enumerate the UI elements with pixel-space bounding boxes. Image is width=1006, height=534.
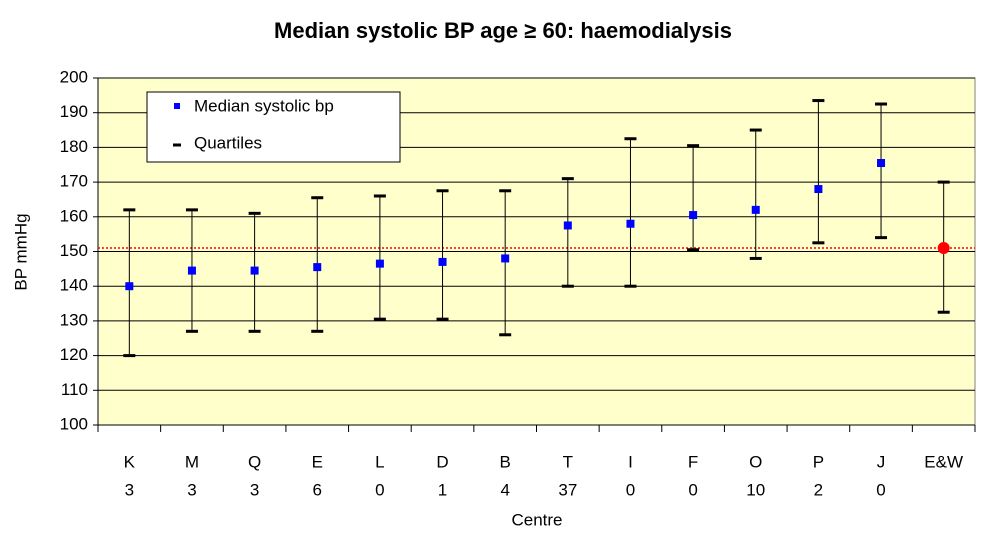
median-point [626,219,635,228]
median-point [313,263,322,272]
x-tick-label: T [563,452,573,471]
x-tick-label: P [813,452,824,471]
x-tick-label: I [628,452,633,471]
x-tick-sublabel: 1 [438,480,447,499]
y-tick-label: 100 [60,414,88,433]
x-tick-label: E&W [924,452,963,471]
x-tick-sublabel: 6 [313,480,322,499]
x-tick-sublabel: 0 [688,480,697,499]
median-point [689,211,698,220]
x-tick-sublabel: 2 [814,480,823,499]
y-axis-label: BP mmHg [11,213,30,290]
x-tick-sublabel: 4 [500,480,509,499]
legend-swatch [174,103,180,109]
x-tick-sublabel: 3 [250,480,259,499]
x-tick-label: Q [248,452,261,471]
x-tick-label: M [185,452,199,471]
y-tick-label: 190 [60,102,88,121]
x-tick-label: E [312,452,323,471]
median-point [751,205,760,214]
median-point [877,159,886,168]
median-point [501,254,510,263]
x-tick-sublabel: 10 [746,480,765,499]
x-tick-sublabel: 0 [626,480,635,499]
legend-label: Quartiles [194,133,262,152]
y-tick-label: 140 [60,276,88,295]
x-tick-label: F [688,452,698,471]
y-tick-label: 110 [61,380,88,399]
x-tick-sublabel: 0 [375,480,384,499]
x-tick-sublabel: 3 [125,480,134,499]
median-point [375,259,384,268]
y-tick-label: 130 [60,310,88,329]
x-tick-label: L [375,452,384,471]
y-tick-label: 160 [60,206,88,225]
median-point [187,266,196,275]
x-axis-label: Centre [511,510,562,529]
median-point [438,257,447,266]
x-tick-label: J [877,452,886,471]
x-tick-label: O [749,452,762,471]
median-point [563,221,572,230]
y-tick-label: 180 [60,137,88,156]
x-tick-sublabel: 0 [876,480,885,499]
y-tick-label: 150 [60,241,88,260]
median-point [814,185,823,194]
median-point [125,282,134,291]
legend [146,91,401,163]
chart-title: Median systolic BP age ≥ 60: haemodialys… [274,18,732,43]
x-tick-sublabel: 3 [187,480,196,499]
x-tick-label: D [436,452,448,471]
x-tick-label: K [124,452,136,471]
y-tick-label: 120 [60,345,88,364]
x-tick-sublabel: 37 [558,480,577,499]
median-point [250,266,259,275]
y-tick-label: 200 [60,67,88,86]
legend-label: Median systolic bp [194,96,334,115]
x-tick-label: B [500,452,511,471]
median-point [937,242,950,255]
y-tick-label: 170 [60,172,88,191]
